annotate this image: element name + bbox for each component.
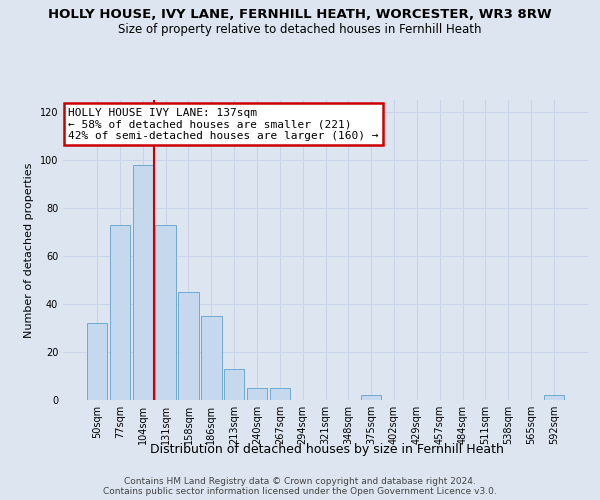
Bar bbox=[155, 225, 176, 400]
Text: HOLLY HOUSE IVY LANE: 137sqm
← 58% of detached houses are smaller (221)
42% of s: HOLLY HOUSE IVY LANE: 137sqm ← 58% of de… bbox=[68, 108, 379, 140]
Bar bbox=[247, 388, 267, 400]
Y-axis label: Number of detached properties: Number of detached properties bbox=[24, 162, 34, 338]
Bar bbox=[110, 225, 130, 400]
Text: Contains public sector information licensed under the Open Government Licence v3: Contains public sector information licen… bbox=[103, 488, 497, 496]
Bar bbox=[201, 316, 221, 400]
Text: Contains HM Land Registry data © Crown copyright and database right 2024.: Contains HM Land Registry data © Crown c… bbox=[124, 478, 476, 486]
Bar bbox=[361, 395, 382, 400]
Text: Distribution of detached houses by size in Fernhill Heath: Distribution of detached houses by size … bbox=[150, 442, 504, 456]
Bar bbox=[133, 165, 153, 400]
Bar bbox=[269, 388, 290, 400]
Bar bbox=[224, 369, 244, 400]
Text: Size of property relative to detached houses in Fernhill Heath: Size of property relative to detached ho… bbox=[118, 22, 482, 36]
Bar bbox=[178, 292, 199, 400]
Text: HOLLY HOUSE, IVY LANE, FERNHILL HEATH, WORCESTER, WR3 8RW: HOLLY HOUSE, IVY LANE, FERNHILL HEATH, W… bbox=[48, 8, 552, 20]
Bar bbox=[87, 323, 107, 400]
Bar bbox=[544, 395, 564, 400]
